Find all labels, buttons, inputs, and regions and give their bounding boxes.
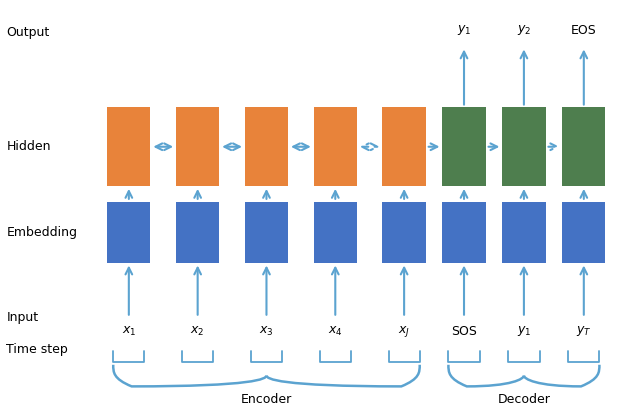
Text: Time step: Time step: [6, 343, 68, 355]
Text: Hidden: Hidden: [6, 140, 51, 153]
Text: Encoder: Encoder: [241, 393, 292, 406]
Bar: [502, 202, 545, 263]
Text: $x_4$: $x_4$: [328, 325, 342, 338]
Text: Input: Input: [6, 311, 38, 324]
Bar: [176, 202, 220, 263]
Bar: [107, 107, 150, 186]
Text: $x_J$: $x_J$: [398, 324, 410, 339]
Bar: [107, 202, 150, 263]
Text: Output: Output: [6, 27, 50, 39]
Text: $y_2$: $y_2$: [516, 23, 531, 37]
Text: SOS: SOS: [451, 325, 477, 338]
Bar: [562, 107, 605, 186]
Bar: [176, 107, 220, 186]
Bar: [314, 202, 357, 263]
Text: $y_1$: $y_1$: [516, 324, 531, 338]
Text: EOS: EOS: [571, 24, 596, 37]
Bar: [502, 107, 545, 186]
Bar: [442, 107, 486, 186]
Bar: [383, 107, 426, 186]
Text: $y_1$: $y_1$: [457, 23, 471, 37]
Text: Embedding: Embedding: [6, 226, 77, 239]
Text: $y_T$: $y_T$: [576, 324, 591, 338]
Bar: [383, 202, 426, 263]
Text: Decoder: Decoder: [497, 393, 550, 406]
Text: $x_3$: $x_3$: [259, 325, 274, 338]
Bar: [245, 107, 288, 186]
Bar: [562, 202, 605, 263]
Text: $x_2$: $x_2$: [191, 325, 205, 338]
Bar: [245, 202, 288, 263]
Bar: [314, 107, 357, 186]
Bar: [442, 202, 486, 263]
Text: $x_1$: $x_1$: [122, 325, 136, 338]
